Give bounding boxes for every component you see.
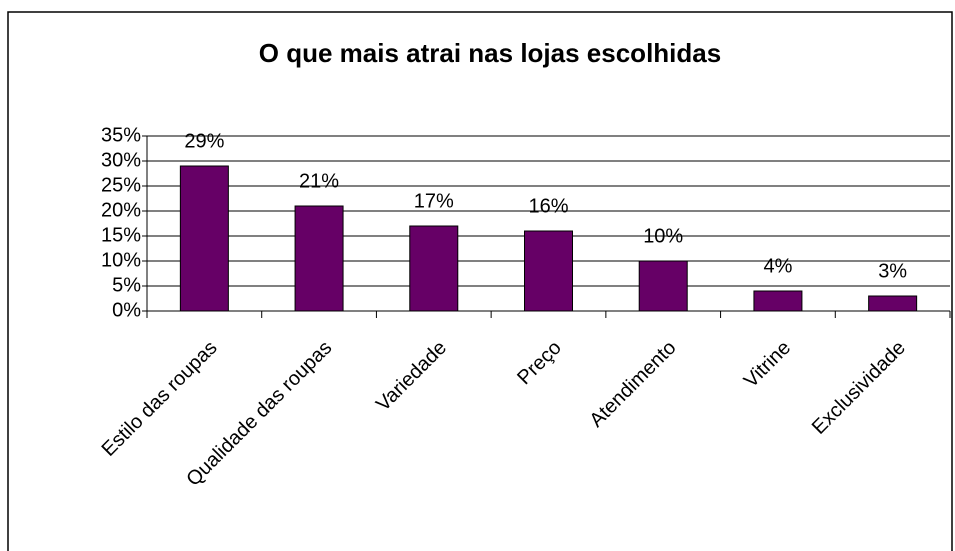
bar [524,230,573,312]
y-tick-label: 20% [101,199,141,221]
bar [409,225,459,312]
y-tick-label: 35% [101,124,141,146]
data-label: 4% [763,255,792,277]
data-label: 16% [528,195,568,217]
bar [294,205,344,312]
y-tick-label: 30% [101,149,141,171]
data-label: 21% [299,170,339,192]
data-label: 29% [184,130,224,152]
bar [638,260,688,312]
bar [179,165,229,312]
data-label: 10% [643,225,683,247]
data-label: 3% [878,260,907,282]
y-tick-label: 0% [112,299,141,321]
bar [868,295,918,312]
bar [753,290,803,312]
y-tick-label: 10% [101,249,141,271]
y-tick-label: 25% [101,174,141,196]
chart-title: O que mais atrai nas lojas escolhidas [259,38,721,68]
y-tick-label: 15% [101,224,141,246]
data-label: 17% [414,190,454,212]
y-tick-label: 5% [112,274,141,296]
chart-frame [7,11,953,551]
